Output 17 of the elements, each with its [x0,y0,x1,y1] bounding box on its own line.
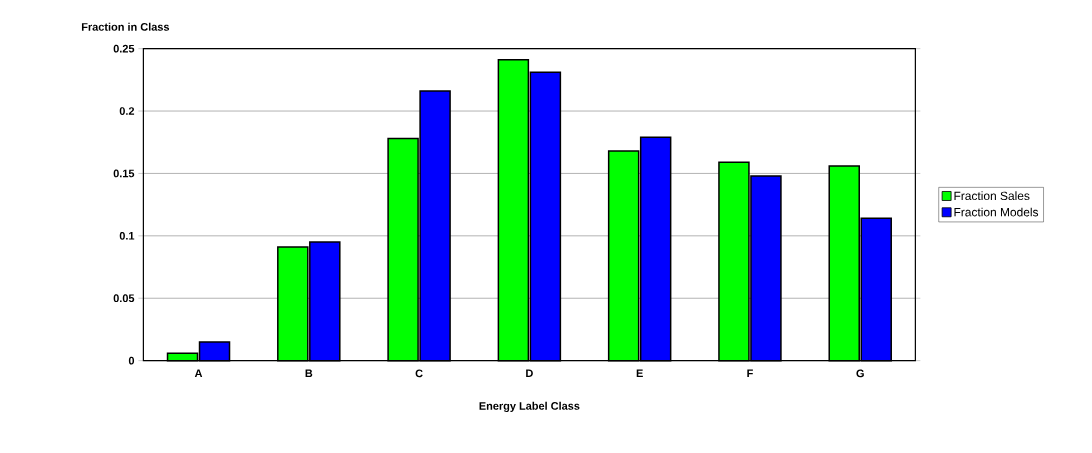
y-tick-label: 0.15 [113,169,135,178]
x-tick-label: D [526,369,533,378]
x-tick-label: A [194,369,203,378]
y-tick-label: 0.2 [119,107,135,115]
y-tick-label: 0.25 [113,44,135,53]
y-tick-label: 0.05 [113,294,135,303]
x-tick-label: F [747,369,753,378]
legend-label: Fraction Sales [954,191,1030,201]
x-axis-title: Energy Label Class [479,401,580,413]
x-tick-label: G [856,369,864,378]
y-tick-label: 0.1 [119,231,135,240]
y-axis-title: Fraction in Class [81,22,170,31]
y-tick-label: 0 [128,356,135,365]
x-tick-label: C [415,369,423,378]
x-tick-label: B [305,369,313,378]
legend-label: Fraction Models [954,207,1039,217]
x-tick-label: E [636,369,643,378]
